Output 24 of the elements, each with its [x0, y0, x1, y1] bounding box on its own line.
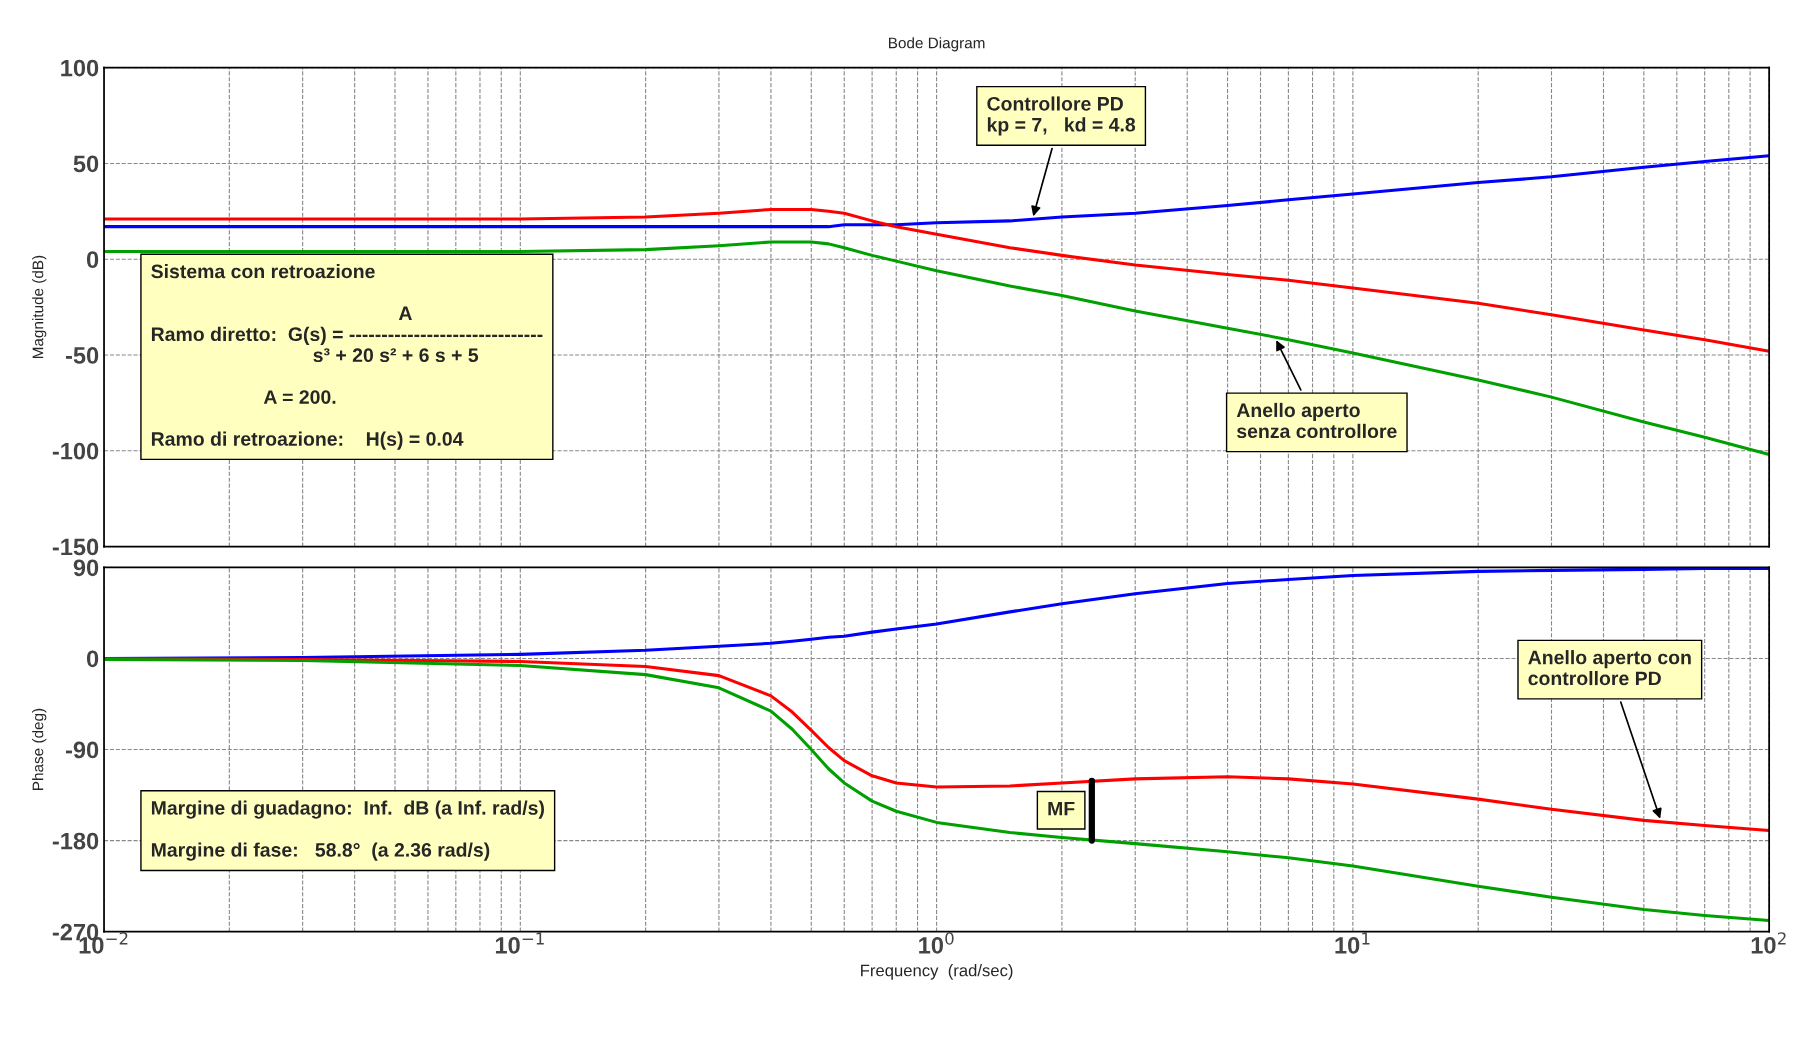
x-axis-title: Frequency (rad/sec) [861, 964, 1013, 980]
y-tick-label: -90 [65, 741, 99, 759]
y-axis-title: Magnitude (dB) [32, 255, 47, 359]
x-tick-label: 10$^{1}$ [1335, 932, 1370, 954]
y-tick-label: -180 [52, 832, 99, 850]
y-tick-label: 0 [86, 251, 99, 268]
annotation: Anello aperto senza controllore [1236, 402, 1397, 439]
x-tick-label: 10$^{2}$ [1751, 932, 1786, 954]
y-tick-label: 100 [61, 59, 99, 77]
y-tick-label: -150 [52, 538, 99, 556]
y-tick-label: -50 [65, 347, 99, 364]
y-tick-label: 90 [73, 559, 99, 577]
y-tick-label: 0 [86, 650, 99, 668]
annotation: Anello aperto con controllore PD [1528, 650, 1691, 686]
y-axis-title: Phase (deg) [32, 708, 47, 790]
text: Sistema con retroazione A Ramo diretto: G(s) = ------------------------------ s³ + 20 s² + 6 s + 5 A = 200. Ramo di retroazione: H(s) = 0.04 [151, 264, 543, 450]
x-tick-label: 10$^{−1}$ [495, 932, 544, 954]
y-tick-label: 50 [73, 155, 99, 173]
y-tick-label: -100 [52, 442, 99, 460]
annotation: Controllore PD kp = 7, kd = 4.8 [987, 96, 1136, 136]
annotation: MF [1048, 801, 1075, 816]
x-tick-label: 10$^{0}$ [919, 932, 954, 954]
chart-title: Bode Diagram [889, 37, 985, 52]
text: Margine di guadagno: Inf. dB (a Inf. rad/s) Margine di fase: 58.8° (a 2.36 rad/s) [151, 800, 544, 861]
